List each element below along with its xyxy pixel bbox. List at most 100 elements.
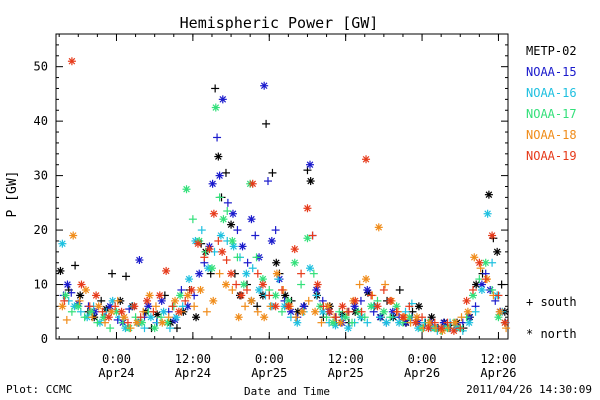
data-point-north — [237, 291, 246, 300]
data-point-south — [62, 315, 71, 324]
data-point-north — [193, 239, 202, 248]
data-point-north — [67, 57, 76, 66]
data-point-south — [379, 285, 388, 294]
axes: 010203040500:00Apr2412:00Apr240:00Apr251… — [34, 33, 517, 380]
data-point-north — [135, 256, 144, 265]
data-point-north — [248, 179, 257, 188]
data-point-north — [468, 291, 477, 300]
data-point-north — [306, 264, 315, 273]
data-point-south — [319, 302, 328, 311]
data-point-north — [69, 231, 78, 240]
data-point-south — [381, 280, 390, 289]
data-point-north — [130, 302, 139, 311]
data-point-south — [126, 324, 135, 333]
data-point-south — [85, 302, 94, 311]
data-point-south — [164, 313, 173, 322]
data-point-south — [360, 313, 369, 322]
hemisphere-legend-north: * north — [526, 327, 577, 341]
data-point-south — [242, 285, 251, 294]
data-point-north — [104, 313, 113, 322]
data-point-south — [253, 307, 262, 316]
data-point-south — [468, 285, 477, 294]
data-point-south — [67, 288, 76, 297]
data-point-north — [488, 231, 497, 240]
data-point-north — [171, 296, 180, 305]
data-point-south — [312, 291, 321, 300]
data-points — [56, 57, 511, 335]
x-tick-time-label: 0:00 — [102, 352, 131, 366]
data-point-south — [136, 313, 145, 322]
data-point-north — [271, 302, 280, 311]
data-point-north — [185, 275, 194, 284]
data-point-north — [475, 258, 484, 267]
data-point-south — [232, 280, 241, 289]
data-point-south — [271, 226, 280, 235]
x-tick-date-label: Apr25 — [328, 366, 364, 380]
data-point-north — [255, 285, 264, 294]
data-point-north — [227, 269, 236, 278]
data-point-north — [228, 236, 237, 245]
data-point-south — [113, 296, 122, 305]
data-point-south — [263, 177, 272, 186]
data-point-south — [157, 313, 166, 322]
data-point-south — [297, 269, 306, 278]
data-point-south — [488, 285, 497, 294]
data-point-north — [195, 269, 204, 278]
data-point-south — [123, 318, 132, 327]
data-point-south — [151, 302, 160, 311]
data-point-north — [196, 285, 205, 294]
chart-title: Hemispheric Power [GW] — [180, 14, 379, 32]
data-point-north — [424, 324, 433, 333]
y-tick-label: 10 — [34, 278, 48, 292]
data-point-south — [188, 215, 197, 224]
legend-entry: NOAA-15 — [526, 65, 577, 79]
data-point-south — [223, 198, 232, 207]
x-tick-time-label: 0:00 — [255, 352, 284, 366]
data-point-north — [437, 324, 446, 333]
data-point-north — [258, 280, 267, 289]
data-point-south — [494, 291, 503, 300]
data-point-north — [449, 326, 458, 335]
data-point-north — [146, 313, 155, 322]
data-point-south — [418, 313, 427, 322]
data-point-north — [176, 291, 185, 300]
x-tick-date-label: Apr24 — [175, 366, 211, 380]
y-tick-label: 50 — [34, 60, 48, 74]
data-point-south — [252, 253, 261, 262]
data-point-north — [77, 280, 86, 289]
data-point-north — [209, 209, 218, 218]
data-point-north — [382, 318, 391, 327]
data-point-south — [405, 302, 414, 311]
data-point-south — [149, 307, 158, 316]
data-point-south — [481, 275, 490, 284]
data-point-south — [80, 313, 89, 322]
data-point-south — [67, 307, 76, 316]
data-point-south — [292, 313, 301, 322]
data-point-north — [500, 318, 509, 327]
data-point-south — [98, 307, 107, 316]
data-point-north — [211, 103, 220, 112]
data-point-north — [477, 280, 486, 289]
data-point-north — [143, 296, 152, 305]
data-point-north — [117, 307, 126, 316]
data-point-south — [202, 307, 211, 316]
data-point-north — [183, 291, 192, 300]
data-point-north — [392, 302, 401, 311]
data-point-north — [338, 302, 347, 311]
data-point-north — [272, 269, 281, 278]
data-point-north — [351, 296, 360, 305]
data-point-south — [139, 307, 148, 316]
data-point-south — [367, 291, 376, 300]
data-point-south — [243, 258, 252, 267]
data-point-north — [414, 302, 423, 311]
data-point-north — [247, 215, 256, 224]
data-point-north — [483, 209, 492, 218]
data-point-north — [293, 318, 302, 327]
data-point-north — [303, 204, 312, 213]
data-point-south — [278, 307, 286, 316]
x-tick-time-label: 12:00 — [328, 352, 364, 366]
data-point-south — [386, 313, 395, 322]
data-point-south — [332, 313, 341, 322]
data-point-south — [363, 318, 372, 327]
data-point-north — [494, 313, 503, 322]
